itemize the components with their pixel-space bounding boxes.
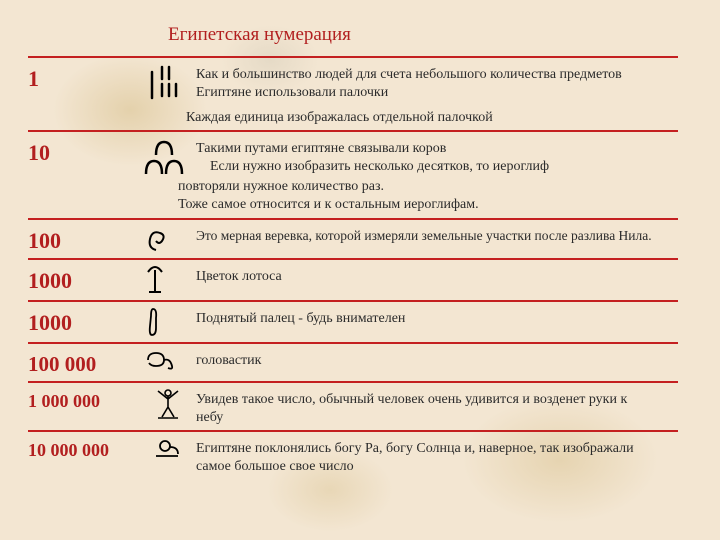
value-2: 10 [28, 136, 138, 166]
continued-2: повторяли нужное количество раз. Тоже са… [178, 178, 692, 214]
divider [28, 130, 678, 132]
desc-4: Цветок лотоса [196, 264, 676, 286]
finger-icon [142, 306, 192, 338]
divider [28, 430, 678, 432]
desc-6: головастик [196, 348, 676, 370]
desc-2b: Если нужно изобразить несколько десятков… [196, 159, 549, 174]
row-4: 1000 Цветок лотоса [28, 262, 692, 298]
divider [28, 381, 678, 383]
page-title: Египетская нумерация [168, 24, 692, 46]
desc-7: Увидев такое число, обычный человек очен… [196, 387, 656, 426]
man-icon [152, 387, 192, 421]
row-5: 1000 Поднятый палец - будь внимателен [28, 304, 692, 340]
divider [28, 56, 678, 58]
desc-2: Такими путами египтяне связывали коров Е… [196, 136, 676, 175]
row-8: 10 000 000 Египтяне поклонялись богу Ра,… [28, 434, 692, 477]
value-3: 100 [28, 224, 138, 254]
tadpole-icon [142, 348, 192, 374]
row-2: 10 Такими путами египтяне связывали коро… [28, 134, 692, 216]
row-6: 100 000 головастик [28, 346, 692, 379]
value-6: 100 000 [28, 348, 138, 377]
sun-icon [152, 436, 192, 462]
desc-5: Поднятый палец - будь внимателен [196, 306, 676, 328]
value-1: 1 [28, 62, 138, 92]
row-7: 1 000 000 Увидев такое число, обычный че… [28, 385, 692, 428]
divider [28, 342, 678, 344]
desc-1: Как и большинство людей для счета неболь… [196, 62, 676, 101]
value-4: 1000 [28, 264, 138, 294]
tally-icon [142, 62, 192, 108]
lotus-icon [142, 264, 192, 296]
page: Египетская нумерация 1 [0, 0, 720, 540]
divider [28, 218, 678, 220]
heel-icon [142, 136, 192, 178]
divider [28, 258, 678, 260]
caption-1: Каждая единица изображалась отдельной па… [186, 110, 692, 126]
value-8: 10 000 000 [28, 436, 148, 461]
desc-2a: Такими путами египтяне связывали коров [196, 141, 446, 156]
value-7: 1 000 000 [28, 387, 148, 412]
row-3: 100 Это мерная веревка, которой измеряли… [28, 222, 692, 256]
row-1: 1 Как и большинство людей для счет [28, 60, 692, 128]
desc-3: Это мерная веревка, которой измеряли зем… [196, 224, 676, 245]
value-5: 1000 [28, 306, 138, 336]
divider [28, 300, 678, 302]
desc-8: Египтяне поклонялись богу Ра, богу Солнц… [196, 436, 656, 475]
coil-icon [142, 224, 192, 254]
